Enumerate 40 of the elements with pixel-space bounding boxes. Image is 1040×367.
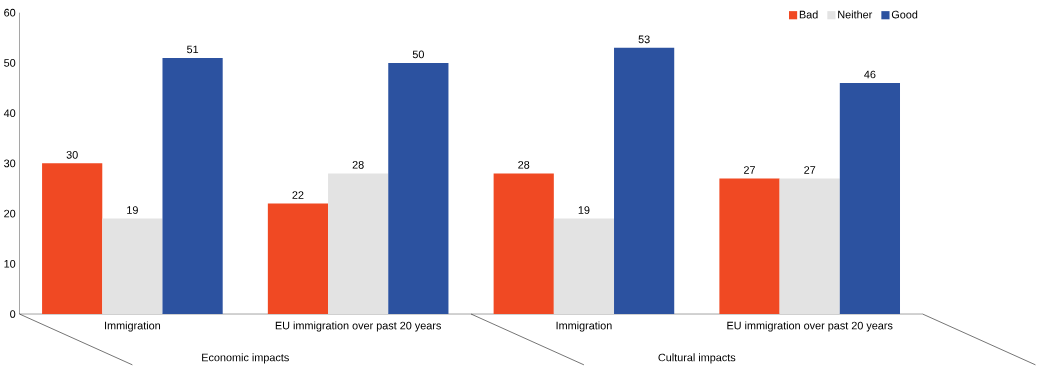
data-label: 51 — [186, 45, 199, 54]
y-tick-label: 0 — [10, 310, 16, 318]
bar — [102, 218, 163, 314]
text: Cultural impacts — [658, 353, 736, 364]
x-tick-label: Immigration — [105, 321, 161, 332]
data-label: 27 — [804, 166, 816, 174]
legend-label: Good — [891, 10, 918, 19]
text: Economic impacts — [202, 353, 289, 364]
bar — [267, 203, 329, 314]
bar — [839, 82, 901, 314]
x-tick-label: Immigration — [556, 321, 612, 332]
bar — [42, 163, 103, 314]
bar — [162, 57, 223, 314]
bar — [779, 178, 840, 314]
data-label: 50 — [412, 50, 424, 59]
legend-label: Neither — [838, 10, 873, 19]
data-label: 19 — [578, 206, 590, 214]
y-tick-label: 60 — [4, 8, 16, 17]
y-tick-label: 40 — [3, 109, 16, 117]
y-tick-label: 20 — [4, 209, 16, 218]
data-label: 27 — [744, 166, 755, 174]
y-tick-label: 10 — [4, 259, 16, 268]
x-tick-label: EU immigration over past 20 years — [275, 321, 441, 332]
bar — [493, 173, 554, 314]
bar — [388, 62, 449, 314]
bar — [328, 173, 389, 314]
x-tick-label: EU immigration over past 20 years — [727, 321, 893, 332]
bar — [719, 178, 780, 314]
y-tick-label: 50 — [4, 59, 16, 67]
data-label: 28 — [518, 160, 530, 169]
data-label: 53 — [638, 35, 650, 44]
bar — [614, 47, 675, 314]
bar — [553, 218, 615, 314]
data-label: 46 — [864, 70, 876, 79]
data-label: 28 — [352, 160, 364, 169]
data-label: 30 — [66, 150, 78, 159]
legend-label: Bad — [799, 10, 818, 19]
data-label: 22 — [292, 191, 304, 199]
y-tick-label: 30 — [4, 159, 16, 168]
data-label: 19 — [127, 206, 138, 214]
